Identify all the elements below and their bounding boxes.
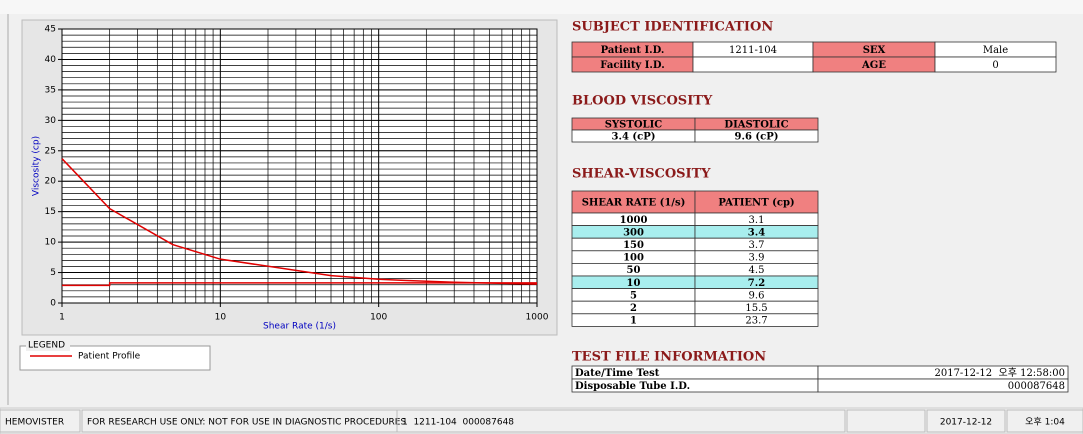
cell-text: SYSTOLIC (605, 120, 662, 131)
cell-text: 1 (630, 316, 637, 327)
y-tick-label: 10 (45, 238, 57, 248)
cell-text: Patient I.D. (601, 45, 665, 56)
cell-text: 3.7 (749, 240, 765, 251)
y-tick-label: 25 (45, 146, 56, 156)
cell-text: Disposable Tube I.D. (575, 381, 690, 392)
status-text: HEMOVISTER (5, 418, 64, 428)
cell-text: 4.5 (749, 265, 765, 276)
plot-border (61, 28, 538, 304)
cell-text: 150 (623, 240, 644, 251)
cell-text: 100 (623, 253, 644, 264)
y-tick-label: 40 (45, 55, 57, 65)
cell-text: 000087648 (1008, 381, 1065, 392)
cell-text: SEX (863, 45, 886, 56)
y-axis-label: Viscosity (cp) (32, 136, 42, 196)
section-title: SHEAR-VISCOSITY (572, 167, 711, 182)
status-cell (1006, 409, 1083, 433)
cell-text: 2017-12-12 오후 12:58:00 (934, 367, 1065, 379)
status-cell (846, 409, 926, 433)
x-tick-label: 10 (215, 313, 227, 323)
status-text: 오후 1:04 (1025, 417, 1065, 428)
cell-text: 3.9 (749, 253, 765, 264)
cell-text: PATIENT (cp) (718, 198, 794, 209)
status-cell (926, 409, 1006, 433)
cell-text: 2 (630, 303, 637, 314)
cell-text: 1211-104 (729, 45, 777, 56)
cell-text: 5 (630, 290, 637, 301)
cell-text: Facility I.D. (600, 60, 664, 71)
table-cell (692, 56, 814, 73)
status-text: 2017-12-12 (940, 418, 992, 428)
cell-text: 3.1 (749, 215, 765, 226)
section-title: TEST FILE INFORMATION (572, 350, 766, 365)
cell-text: Male (983, 45, 1008, 56)
table-cell (817, 378, 1069, 393)
cell-text: 7.2 (748, 278, 765, 289)
cell-text: DIASTOLIC (724, 120, 788, 131)
cell-text: 10 (627, 278, 641, 289)
cell-text: 15.5 (745, 303, 767, 314)
y-tick-label: 20 (45, 177, 57, 187)
legend-title-bg (26, 339, 70, 351)
status-text: FOR RESEARCH USE ONLY: NOT FOR USE IN DI… (87, 418, 406, 428)
y-tick-label: 15 (45, 207, 56, 217)
section-title: BLOOD VISCOSITY (572, 94, 713, 109)
cell-text: 300 (623, 227, 644, 238)
table-cell (694, 129, 819, 143)
cell-text: 50 (627, 265, 641, 276)
cell-text: Date/Time Test (575, 368, 660, 379)
cell-text: 3.4 (cP) (612, 132, 656, 143)
section-title: SUBJECT IDENTIFICATION (572, 20, 773, 35)
plot-area (62, 29, 537, 303)
x-tick-label: 100 (370, 313, 387, 323)
series-line (61, 158, 538, 285)
y-tick-label: 45 (45, 25, 56, 35)
legend-title: LEGEND (28, 341, 65, 351)
cell-text: AGE (861, 60, 886, 71)
y-tick-label: 35 (45, 85, 56, 95)
x-axis-label: Shear Rate (1/s) (263, 322, 336, 332)
status-cell (0, 409, 81, 433)
y-tick-label: 5 (50, 268, 56, 278)
x-tick-label: 1000 (526, 313, 549, 323)
y-tick-label: 0 (50, 299, 56, 309)
legend-label: Patient Profile (78, 352, 141, 362)
cell-text: 1000 (620, 215, 648, 226)
status-text: 1 1211-104 000087648 (402, 418, 514, 428)
y-tick-label: 30 (45, 116, 57, 126)
status-bar (0, 407, 1083, 434)
table-cell (934, 56, 1057, 73)
table-cell (694, 313, 819, 327)
cell-text: 0 (992, 60, 998, 71)
status-cell (396, 409, 846, 433)
x-tick-label: 1 (59, 313, 65, 323)
cell-text: 23.7 (745, 316, 767, 327)
series-line (62, 282, 537, 287)
top-strip (0, 0, 1083, 14)
cell-text: SHEAR RATE (1/s) (582, 198, 686, 209)
cell-text: 9.6 (749, 290, 765, 301)
cell-text: 3.4 (748, 227, 765, 238)
cell-text: 9.6 (cP) (735, 132, 779, 143)
